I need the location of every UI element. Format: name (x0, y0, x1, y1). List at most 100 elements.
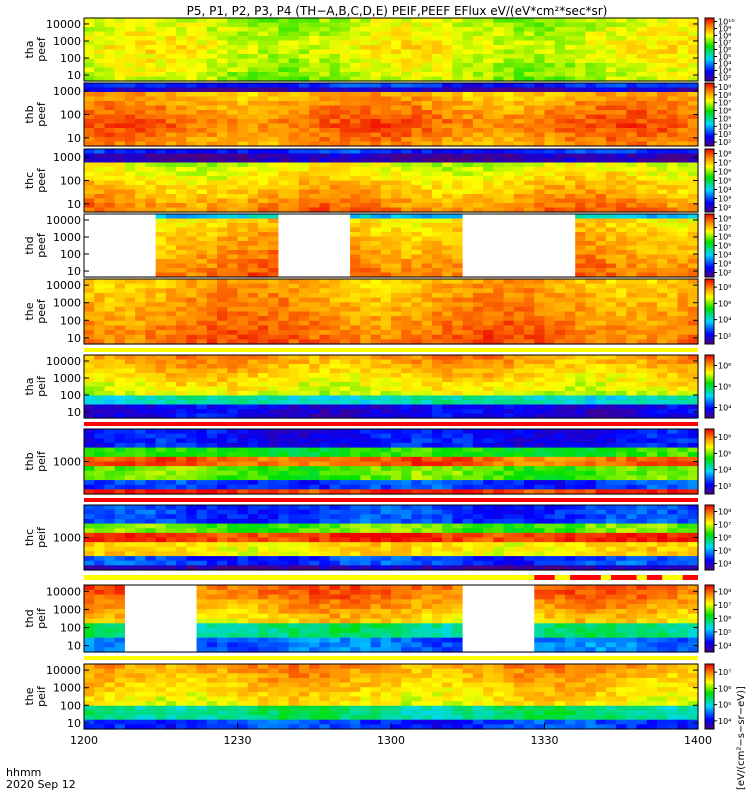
spectrogram-cell (667, 45, 679, 51)
spectrogram-cell (360, 110, 372, 116)
spectrogram-cell (677, 83, 689, 89)
spectrogram-cell (442, 67, 453, 73)
spectrogram-cell (165, 18, 177, 24)
spectrogram-cell (206, 132, 218, 138)
spectrogram-cell (626, 132, 638, 138)
spectrogram-cell (94, 409, 106, 415)
spectrogram-cell (196, 382, 208, 388)
spectrogram-cell (687, 232, 699, 238)
spectrogram-cell (483, 185, 494, 191)
spectrogram-cell (380, 114, 392, 120)
spectrogram-cell (370, 395, 382, 401)
spectrogram-cell (401, 297, 413, 303)
spectrogram-cell (360, 171, 372, 177)
spectrogram-cell (616, 339, 627, 345)
spectrogram-cell (513, 368, 525, 374)
spectrogram-cell (135, 162, 146, 168)
spectrogram-cell (319, 92, 331, 98)
spectrogram-cell (636, 297, 648, 303)
spectrogram-cell (595, 232, 607, 238)
spectrogram-cell (186, 189, 198, 195)
spectrogram-cell (124, 382, 136, 388)
spectrogram-cell (411, 400, 423, 406)
spectrogram-cell (431, 180, 443, 186)
spectrogram-cell (84, 92, 95, 98)
spectrogram-cell (329, 288, 341, 294)
spectrogram-cell (595, 311, 607, 317)
spectrogram-cell (339, 27, 351, 33)
spectrogram-cell (442, 36, 453, 42)
spectrogram-cell (350, 92, 361, 98)
spectrogram-cell (605, 250, 617, 256)
spectrogram-cell (667, 241, 679, 247)
spectrogram-cell (677, 149, 689, 155)
spectrogram-cell (155, 123, 167, 129)
spectrogram-cell (411, 413, 423, 419)
spectrogram-cell (493, 137, 505, 143)
spectrogram-cell (687, 259, 699, 265)
spectrogram-cell (554, 114, 566, 120)
spectrogram-cell (124, 302, 136, 308)
spectrogram-cell (339, 180, 351, 186)
spectrogram-cell (534, 194, 546, 200)
spectrogram-cell (401, 232, 413, 238)
spectrogram-cell (626, 320, 638, 327)
spectrogram-cell (626, 36, 638, 42)
spectrogram-cell (288, 83, 300, 89)
spectrogram-cell (431, 214, 443, 220)
spectrogram-cell (247, 198, 259, 204)
spectrogram-cell (411, 119, 423, 125)
spectrogram-cell (585, 67, 597, 73)
spectrogram-cell (575, 311, 587, 317)
spectrogram-cell (391, 132, 402, 138)
spectrogram-cell (370, 40, 382, 46)
spectrogram-cell (298, 54, 310, 60)
spectrogram-cell (155, 404, 167, 410)
spectrogram-cell (206, 194, 218, 200)
spectrogram-cell (268, 92, 280, 98)
spectrogram-cell (534, 96, 546, 102)
colorbar-tick-label: 10⁷ (718, 159, 731, 168)
spectrogram-cell (472, 316, 484, 322)
spectrogram-cell (370, 149, 382, 155)
spectrogram-cell (237, 368, 249, 374)
spectrogram-cell (206, 87, 218, 93)
spectrogram-cell (145, 330, 157, 336)
spectrogram-cell (155, 36, 167, 42)
spectrogram-cell (636, 263, 648, 269)
spectrogram-cell (84, 386, 95, 392)
spectrogram-cell (217, 232, 228, 238)
spectrogram-cell (534, 325, 546, 331)
spectrogram-cell (135, 180, 146, 186)
spectrogram-cell (186, 40, 198, 46)
spectrogram-cell (84, 40, 95, 46)
colorbar-tick-label: 10⁵ (718, 114, 731, 123)
spectrogram-cell (114, 306, 126, 313)
spectrogram-cell (298, 203, 310, 209)
spectrogram-cell (616, 320, 627, 327)
spectrogram-cell (319, 31, 331, 37)
spectrogram-cell (493, 40, 505, 46)
spectrogram-cell (636, 259, 648, 265)
spectrogram-cell (124, 400, 136, 406)
spectrogram-cell (247, 254, 259, 260)
spectrogram-cell (196, 325, 208, 331)
spectrogram-cell (227, 58, 239, 64)
spectrogram-cell (329, 395, 341, 401)
spectrogram-cell (94, 283, 106, 289)
spectrogram-cell (155, 279, 167, 285)
spectrogram-cell (217, 83, 228, 89)
spectrogram-cell (534, 132, 546, 138)
spectrogram-cell (421, 54, 433, 60)
spectrogram-cell (278, 171, 290, 177)
spectrogram-cell (677, 236, 689, 242)
spectrogram-cell (687, 207, 699, 213)
spectrogram-cell (350, 382, 361, 388)
spectrogram-cell (309, 279, 320, 285)
spectrogram-cell (462, 325, 474, 331)
spectrogram-cell (237, 302, 249, 308)
spectrogram-cell (360, 232, 372, 238)
spectrogram-cell (298, 158, 310, 164)
spectrogram-cell (124, 297, 136, 303)
spectrogram-cell (575, 302, 587, 308)
